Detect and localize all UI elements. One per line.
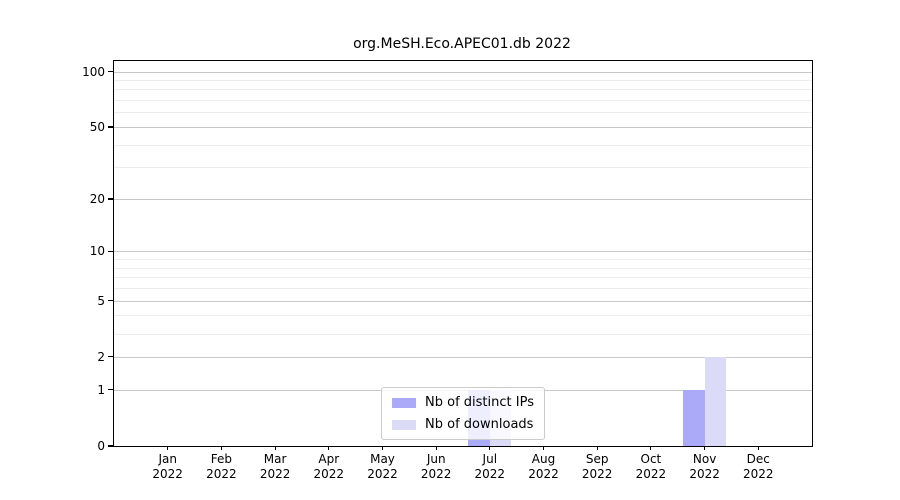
gridline-major: [114, 251, 812, 253]
y-tick-label: 50: [89, 120, 105, 134]
gridline-minor: [114, 277, 812, 279]
distinct-ips-swatch-icon: [392, 397, 417, 408]
chart-title: org.MeSH.Eco.APEC01.db 2022: [353, 36, 571, 52]
gridline-minor: [114, 89, 812, 91]
y-axis-tick: [108, 126, 113, 128]
x-axis-tick: [167, 446, 169, 450]
gridline-minor: [114, 167, 812, 169]
plot-area: Nb of distinct IPs Nb of downloads 0 1 2 5 1…: [82, 60, 813, 481]
x-tick-label: Dec 2022: [743, 452, 774, 481]
gridline-major: [114, 300, 812, 302]
x-tick-label: Jun 2022: [420, 452, 452, 481]
x-tick-label: Jul 2022: [474, 452, 506, 481]
x-axis-tick: [596, 446, 598, 450]
y-axis-tick: [108, 198, 113, 200]
gridline-minor: [114, 100, 812, 102]
x-axis-tick: [542, 446, 545, 450]
gridline-minor: [114, 259, 812, 261]
gridline-major: [114, 199, 812, 200]
x-tick-label: May 2022: [367, 452, 398, 481]
y-axis-tick: [108, 250, 113, 252]
legend-row-distinct-ips: Nb of distinct IPs: [392, 395, 534, 410]
x-axis-tick: [704, 446, 706, 450]
y-axis-tick: [108, 389, 113, 391]
x-tick-label: Nov 2022: [689, 452, 720, 481]
x-tick-label: Feb 2022: [206, 452, 237, 481]
bar-downloads: [704, 356, 727, 446]
y-axis-tick: [108, 70, 113, 73]
gridline-minor: [114, 112, 812, 114]
legend-label-distinct-ips: Nb of distinct IPs: [425, 395, 534, 410]
gridline-minor: [114, 267, 812, 269]
x-tick-label: Mar 2022: [259, 452, 291, 481]
gridline-major: [114, 356, 812, 358]
x-tick-label: Apr 2022: [313, 452, 345, 481]
x-axis-tick: [757, 446, 759, 450]
gridline-major: [114, 127, 812, 128]
x-axis-tick: [274, 446, 276, 450]
x-axis-tick: [220, 446, 222, 450]
y-tick-label: 0: [97, 439, 105, 453]
legend-label-downloads: Nb of downloads: [425, 417, 534, 432]
x-tick-label: Aug 2022: [528, 452, 559, 481]
gridline-minor: [114, 144, 812, 146]
x-axis-tick: [489, 446, 491, 450]
y-axis-tick: [108, 300, 113, 302]
y-tick-label: 5: [97, 293, 105, 308]
x-axis-tick: [650, 446, 652, 450]
y-axis-tick: [108, 356, 113, 358]
downloads-swatch-icon: [392, 419, 417, 430]
gridline-minor: [114, 80, 812, 81]
y-tick-label: 2: [97, 349, 105, 364]
legend-row-downloads: Nb of downloads: [392, 417, 534, 432]
legend: Nb of distinct IPs Nb of downloads: [381, 387, 545, 440]
x-tick-label: Oct 2022: [635, 452, 667, 481]
x-tick-label: Sep 2022: [581, 452, 613, 481]
y-axis-tick: [108, 445, 113, 447]
gridline-major: [114, 71, 812, 73]
x-tick-label: Jan 2022: [152, 452, 183, 481]
y-tick-label: 100: [82, 64, 105, 79]
gridline-minor: [114, 333, 812, 335]
y-tick-label: 10: [89, 244, 105, 259]
gridline-minor: [114, 315, 812, 317]
x-axis-tick: [381, 446, 384, 450]
y-tick-label: 20: [89, 192, 105, 206]
x-axis-tick: [328, 446, 330, 450]
y-tick-label: 1: [97, 382, 105, 397]
bar-distinct-ips: [683, 389, 705, 446]
x-axis-tick: [435, 446, 437, 450]
gridline-minor: [114, 288, 812, 290]
